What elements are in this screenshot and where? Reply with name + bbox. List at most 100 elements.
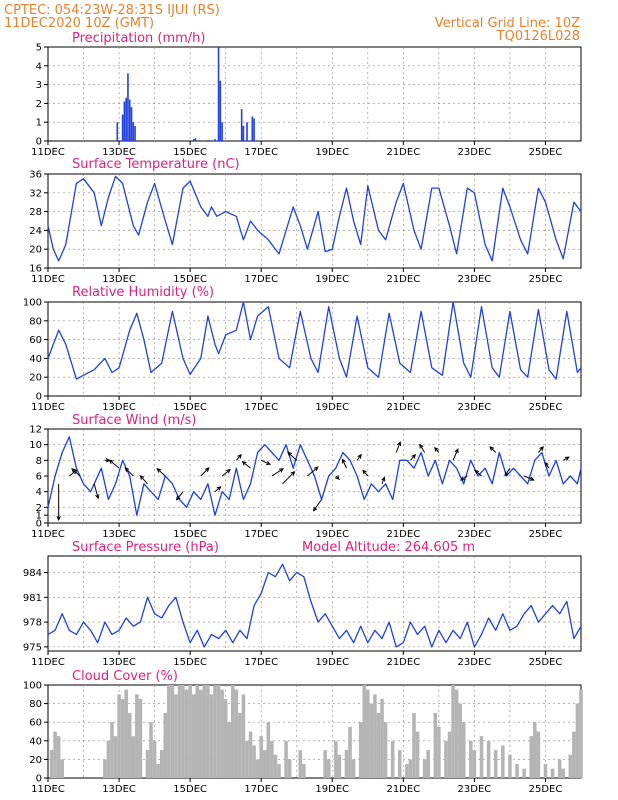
- cloud-ytick-label: 100: [23, 681, 42, 692]
- cloud-bar: [398, 750, 402, 778]
- wind-vector: [474, 470, 482, 477]
- precip-bar: [217, 47, 220, 141]
- cloud-bar: [479, 736, 484, 778]
- cloud-bar: [138, 698, 143, 778]
- wind-vector: [176, 491, 184, 500]
- cloud-bar: [127, 712, 132, 778]
- cloud-bar: [255, 759, 260, 778]
- precip-ytick-label: 4: [36, 61, 42, 72]
- wind-vector-head: [529, 476, 535, 481]
- temperature-ytick-label: 32: [29, 188, 42, 199]
- humidity-ytick-label: 40: [29, 354, 42, 365]
- pressure-xtick-label: 17DEC: [244, 657, 278, 668]
- wind-vector-head: [108, 459, 114, 465]
- cloud-bar: [383, 722, 388, 778]
- cloud-bar: [501, 745, 505, 778]
- cloud-xtick-label: 23DEC: [458, 784, 492, 795]
- wind-panel: Surface Wind (m/s) 11DEC 13DEC 15DEC 17DEC 1…: [29, 413, 582, 540]
- wind-vector-head: [241, 461, 247, 466]
- temperature-xtick-label: 15DEC: [173, 274, 207, 285]
- cloud-bar: [366, 689, 370, 778]
- cloud-bar: [543, 764, 548, 778]
- cloud-bar: [56, 736, 61, 778]
- cloud-bar: [266, 722, 271, 778]
- humidity-ytick-label: 20: [29, 373, 42, 384]
- cloud-bar: [458, 703, 462, 778]
- precip-bar: [116, 122, 119, 141]
- temperature-ytick-label: 24: [29, 226, 42, 237]
- cloud-bar: [188, 685, 192, 778]
- pressure-xtick-label: 15DEC: [173, 657, 207, 668]
- cloud-bar: [536, 731, 541, 778]
- cloud-bar: [447, 731, 452, 778]
- cloud-bar: [110, 722, 114, 778]
- wind-vector: [156, 468, 166, 477]
- humidity-series-line: [47, 301, 582, 380]
- cloud-bar: [444, 740, 448, 778]
- pressure-series-line: [47, 563, 582, 648]
- cloud-bar: [287, 759, 292, 778]
- cloud-bar: [223, 698, 228, 778]
- cloud-bar: [415, 731, 420, 778]
- wind-vector: [221, 469, 231, 477]
- precipitation-title: Precipitation (mm/h): [72, 31, 205, 46]
- pressure-xtick-label: 21DEC: [386, 657, 420, 668]
- wind-xtick-label: 21DEC: [386, 529, 420, 540]
- precip-bar: [132, 122, 135, 141]
- cloud-bar: [284, 740, 288, 778]
- humidity-xtick-label: 21DEC: [386, 402, 420, 413]
- cloud-cover-title: Cloud Cover (%): [72, 669, 178, 684]
- cloud-bar: [262, 750, 267, 778]
- header-grid-note: Vertical Grid Line: 10Z: [435, 16, 580, 31]
- precip-ytick-label: 0: [36, 137, 42, 148]
- wind-vector-head: [226, 468, 232, 474]
- humidity-xtick-label: 15DEC: [173, 402, 207, 413]
- wind-vector-head: [411, 453, 416, 459]
- cloud-bar: [184, 689, 189, 778]
- precip-bar: [134, 125, 136, 141]
- cloud-bar: [195, 685, 200, 778]
- cloud-bar: [49, 750, 54, 778]
- temperature-ytick-label: 28: [29, 207, 42, 218]
- temperature-ytick-label: 36: [29, 170, 42, 181]
- wind-vector-head: [279, 468, 285, 473]
- wind-vector: [287, 451, 298, 461]
- cloud-bar: [209, 694, 214, 778]
- cloud-bar: [103, 759, 107, 778]
- temperature-title: Surface Temperature (nC): [72, 157, 240, 172]
- cloud-bar: [191, 694, 196, 778]
- cloud-bar: [149, 722, 153, 778]
- cloud-bar: [337, 754, 342, 778]
- pressure-xtick-label: 25DEC: [529, 657, 563, 668]
- cloud-bar: [412, 712, 416, 778]
- wind-ytick-label: 8: [36, 456, 42, 467]
- temperature-xtick-label: 11DEC: [31, 274, 65, 285]
- wind-vector-head: [564, 456, 570, 461]
- cloud-bar: [131, 736, 136, 778]
- wind-vector-head: [357, 453, 362, 459]
- wind-vector: [410, 454, 416, 461]
- cloud-xtick-label: 25DEC: [529, 784, 563, 795]
- cloud-bar: [259, 736, 263, 778]
- cloud-bar: [426, 750, 430, 778]
- wind-vector-head: [434, 446, 439, 452]
- pressure-ytick-label: 981: [23, 593, 42, 604]
- cloud-bar: [561, 768, 566, 778]
- wind-xtick-label: 19DEC: [315, 529, 349, 540]
- cloud-bar: [323, 750, 327, 778]
- cloud-bar: [351, 759, 356, 778]
- wind-xtick-label: 25DEC: [529, 529, 563, 540]
- wind-vector-head: [312, 506, 318, 512]
- wind-series-line: [47, 436, 582, 516]
- temperature-xtick-label: 17DEC: [244, 274, 278, 285]
- cloud-xtick-label: 13DEC: [102, 784, 136, 795]
- wind-vector: [214, 486, 221, 493]
- cloud-bar: [486, 740, 491, 778]
- humidity-xtick-label: 23DEC: [458, 402, 492, 413]
- cloud-bar: [373, 694, 377, 778]
- wind-vector: [307, 466, 319, 477]
- wind-vector-head: [459, 476, 465, 481]
- pressure-panel: Surface Pressure (hPa) Model Altitude: 2…: [23, 540, 582, 668]
- wind-vector-head: [71, 468, 76, 473]
